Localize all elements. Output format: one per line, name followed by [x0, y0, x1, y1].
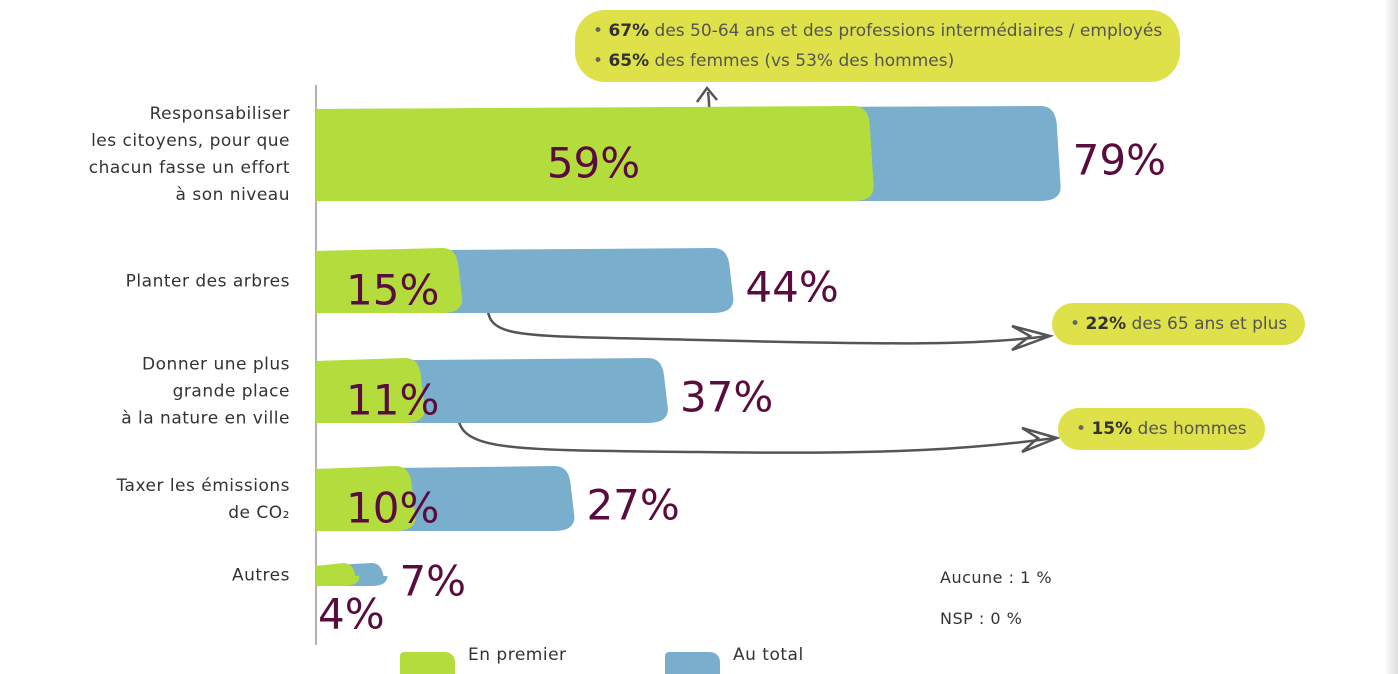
callout-text: des 50-64 ans et des professions intermé…	[654, 21, 1163, 41]
callout-strong: 65%	[608, 51, 650, 71]
note: Aucune : 1 %	[940, 568, 1053, 587]
value-label: 79%	[1072, 135, 1166, 185]
legend-swatch	[400, 652, 455, 674]
value-label: 10%	[346, 483, 440, 533]
bar	[316, 106, 874, 201]
callout-strong: 15%	[1091, 419, 1133, 439]
callout-line: 22% des 65 ans et plus	[1070, 309, 1287, 339]
category-label: Responsabiliser les citoyens, pour que c…	[88, 104, 290, 205]
category-label: Donner une plus grande place à la nature…	[121, 354, 290, 429]
legend-swatch	[665, 652, 720, 674]
callout-strong: 67%	[608, 21, 650, 41]
value-label: 15%	[346, 265, 440, 315]
callout: 15% des hommes	[1058, 408, 1265, 450]
note: NSP : 0 %	[940, 609, 1023, 628]
callout-text: des femmes (vs 53% des hommes)	[654, 51, 955, 71]
bar	[316, 358, 425, 423]
callout-line: 15% des hommes	[1076, 414, 1247, 444]
callout-strong: 22%	[1085, 314, 1127, 334]
bar	[316, 563, 360, 586]
value-label: 59%	[546, 138, 641, 188]
value-label: 7%	[399, 556, 467, 606]
category-label: Autres	[231, 565, 290, 586]
category-label: Planter des arbres	[125, 271, 290, 292]
page-edge	[1384, 0, 1398, 674]
bar	[316, 466, 416, 531]
value-label: 37%	[679, 372, 774, 422]
legend-label: Au total	[733, 645, 804, 665]
value-label: 44%	[745, 262, 839, 312]
callout: 67% des 50-64 ans et des professions int…	[575, 10, 1181, 82]
category-label: Taxer les émissions de CO₂	[116, 476, 290, 523]
callout: 22% des 65 ans et plus	[1052, 303, 1306, 345]
bar	[316, 248, 463, 313]
value-label: 11%	[346, 375, 440, 425]
callout-line: 65% des femmes (vs 53% des hommes)	[593, 46, 1162, 76]
callout-text: des 65 ans et plus	[1131, 314, 1288, 334]
callout-text: des hommes	[1137, 419, 1247, 439]
legend-label: En premier	[468, 645, 567, 665]
value-label: 27%	[586, 480, 680, 530]
callout-line: 67% des 50-64 ans et des professions int…	[593, 16, 1162, 46]
value-label: 4%	[318, 589, 385, 639]
